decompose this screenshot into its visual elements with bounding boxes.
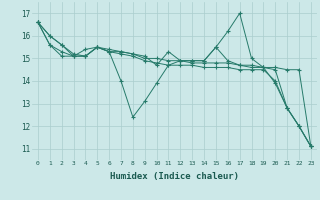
X-axis label: Humidex (Indice chaleur): Humidex (Indice chaleur) (110, 172, 239, 181)
